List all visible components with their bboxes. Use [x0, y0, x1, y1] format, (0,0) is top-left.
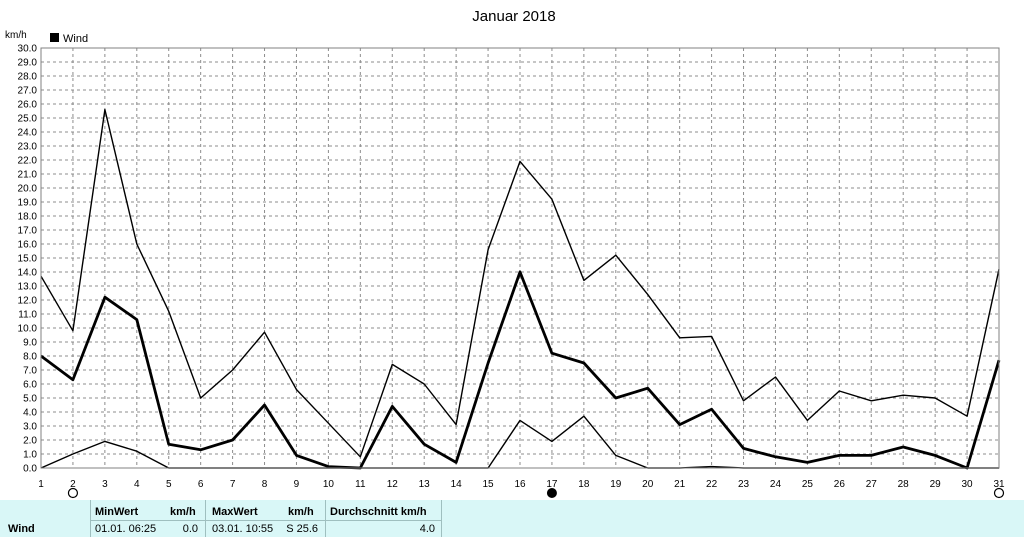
min-time: 01.01. 06:25 [95, 523, 157, 535]
chart-title: Januar 2018 [472, 8, 555, 25]
full-moon-icon [67, 487, 79, 499]
y-tick-label: 9.0 [23, 338, 37, 349]
y-tick-label: 3.0 [23, 422, 37, 433]
statistics-panel: Wind MinWert km/h 01.01. 06:25 0.0 MaxWe… [0, 500, 1024, 537]
y-tick-label: 12.0 [18, 296, 38, 307]
stats-divider [90, 500, 91, 537]
y-tick-label: 26.0 [18, 100, 38, 111]
y-tick-label: 20.0 [18, 184, 38, 195]
y-tick-label: 6.0 [23, 380, 37, 391]
x-tick-label: 31 [993, 479, 1005, 490]
x-tick-label: 2 [70, 479, 76, 490]
x-tick-label: 28 [898, 479, 910, 490]
min-value: 0.0 [182, 523, 198, 535]
x-tick-label: 1 [38, 479, 44, 490]
max-time: 03.01. 10:55 [212, 523, 274, 535]
x-tick-label: 29 [930, 479, 942, 490]
x-tick-label: 11 [355, 479, 366, 490]
y-tick-label: 11.0 [18, 310, 37, 321]
y-tick-label: 4.0 [23, 408, 37, 419]
y-tick-label: 17.0 [18, 226, 38, 237]
x-tick-label: 5 [166, 479, 172, 490]
x-tick-label: 26 [834, 479, 846, 490]
y-tick-label: 7.0 [23, 366, 37, 377]
new-moon-icon [546, 488, 557, 498]
x-tick-label: 23 [738, 479, 750, 490]
plot-frame [40, 47, 1000, 469]
x-tick-label: 8 [262, 479, 268, 490]
y-tick-label: 23.0 [18, 142, 38, 153]
y-tick-label: 18.0 [18, 212, 38, 223]
x-tick-label: 14 [451, 479, 463, 490]
x-tick-label: 10 [323, 479, 335, 490]
stats-divider [205, 500, 206, 537]
x-tick-label: 13 [419, 479, 431, 490]
wind-chart: Januar 2018 km/h Wind 0.0 1.0 2.0 3.0 4.0 5.0… [5, 8, 1005, 499]
stats-header-divider [90, 520, 442, 521]
y-tick-label: 22.0 [18, 156, 38, 167]
min-unit: km/h [170, 506, 196, 518]
series-line-min [40, 415, 999, 469]
x-tick-label: 6 [198, 479, 204, 490]
legend-label: Wind [63, 33, 88, 45]
x-tick-label: 12 [387, 479, 399, 490]
y-tick-labels: 0.0 1.0 2.0 3.0 4.0 5.0 6.0 7.0 8.0 9.0 10.0 11.0 12… [18, 44, 38, 475]
x-tick-labels: 1 2 3 4 5 6 7 8 9 10 11 12 13 14 15 16 17 18 19 20 21 22 23 24 2… [38, 479, 1005, 490]
full-moon-icon [993, 487, 1005, 499]
x-tick-label: 15 [483, 479, 495, 490]
y-tick-label: 28.0 [18, 72, 38, 83]
y-tick-label: 24.0 [18, 128, 38, 139]
x-tick-label: 18 [578, 479, 590, 490]
grid [41, 48, 999, 468]
max-header: MaxWert [212, 506, 258, 518]
series-line-max [40, 108, 1000, 458]
x-tick-label: 24 [770, 479, 782, 490]
x-tick-label: 20 [642, 479, 654, 490]
x-tick-label: 16 [514, 479, 526, 490]
x-tick-label: 9 [294, 479, 300, 490]
min-header: MinWert [95, 506, 139, 518]
y-tick-label: 15.0 [18, 254, 38, 265]
series-line-mean [40, 270, 1001, 470]
y-tick-label: 29.0 [18, 58, 38, 69]
y-tick-label: 1.0 [23, 450, 37, 461]
y-tick-label: 13.0 [18, 282, 38, 293]
y-tick-label: 0.0 [23, 464, 37, 475]
y-tick-label: 27.0 [18, 86, 38, 97]
y-tick-label: 21.0 [18, 170, 38, 181]
y-axis-unit: km/h [5, 30, 27, 41]
y-tick-label: 8.0 [23, 352, 37, 363]
x-tick-label: 30 [962, 479, 974, 490]
avg-value: 4.0 [419, 523, 435, 535]
x-tick-label: 3 [102, 479, 108, 490]
x-tick-label: 19 [610, 479, 622, 490]
x-tick-label: 22 [706, 479, 718, 490]
avg-header: Durchschnitt km/h [330, 506, 427, 518]
x-tick-label: 25 [802, 479, 814, 490]
max-value: S 25.6 [286, 523, 318, 535]
x-tick-label: 7 [230, 479, 236, 490]
stats-divider [325, 500, 326, 537]
legend-swatch [50, 33, 59, 42]
x-tick-label: 17 [546, 479, 558, 490]
y-tick-label: 10.0 [18, 324, 38, 335]
moon-phase-markers [67, 487, 1005, 499]
x-tick-label: 27 [866, 479, 878, 490]
y-tick-label: 30.0 [18, 44, 38, 55]
y-tick-label: 14.0 [18, 268, 38, 279]
y-tick-label: 19.0 [18, 198, 38, 209]
stats-divider [441, 500, 442, 537]
max-unit: km/h [288, 506, 314, 518]
x-tick-label: 4 [134, 479, 140, 490]
y-tick-label: 16.0 [18, 240, 38, 251]
y-tick-label: 25.0 [18, 114, 38, 125]
stats-row-label: Wind [8, 523, 35, 535]
y-tick-label: 2.0 [23, 436, 37, 447]
x-tick-label: 21 [674, 479, 686, 490]
y-tick-label: 5.0 [23, 394, 37, 405]
